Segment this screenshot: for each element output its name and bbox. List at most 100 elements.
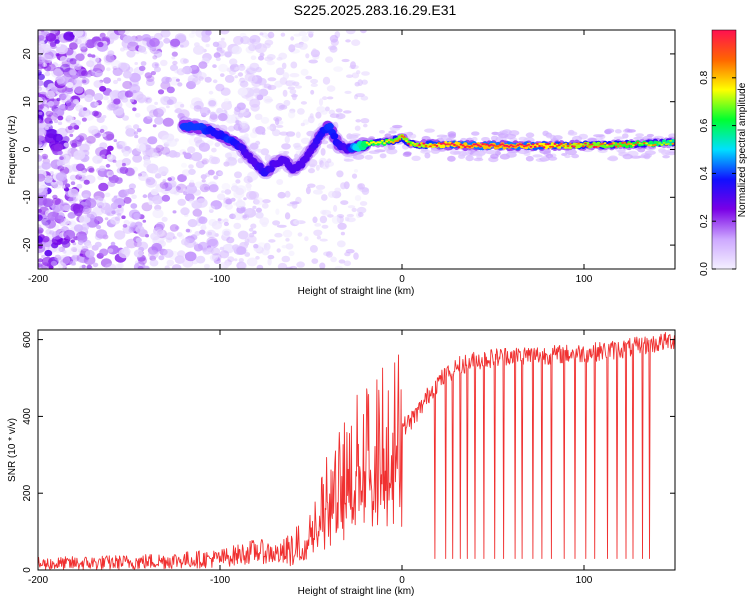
noise-blob: [84, 112, 95, 121]
snr-panel: -200 -100 0 100 0 200 400 600 Height of straigh…: [7, 329, 676, 597]
noise-blob: [40, 262, 51, 269]
noise-blob: [57, 115, 64, 121]
noise-blob: [53, 143, 64, 152]
noise-blob: [64, 249, 72, 256]
noise-blob: [77, 240, 84, 246]
noise-blob: [134, 134, 139, 139]
noise-blob: [86, 135, 96, 144]
noise-blob: [44, 71, 51, 77]
noise-blob: [66, 82, 74, 88]
ridge-point: [624, 144, 630, 149]
noise-blob: [336, 170, 344, 178]
ridge-point: [531, 143, 535, 146]
noise-blob: [169, 64, 179, 72]
ridge-point: [560, 142, 563, 145]
noise-blob: [47, 100, 55, 107]
noise-blob: [98, 165, 106, 172]
noise-blob: [292, 81, 300, 87]
noise-blob: [120, 47, 125, 52]
noise-blob: [233, 109, 241, 115]
noise-blob: [154, 116, 164, 125]
heatmap-x-tick-label: 100: [576, 274, 593, 285]
noise-blob: [411, 155, 421, 161]
noise-blob: [145, 178, 157, 188]
noise-blob: [160, 59, 168, 67]
noise-blob: [322, 76, 331, 85]
noise-blob: [266, 60, 276, 66]
noise-blob: [358, 212, 364, 218]
noise-blob: [288, 250, 295, 256]
noise-blob: [122, 151, 130, 157]
ridge-point: [648, 140, 654, 145]
noise-blob: [91, 54, 96, 58]
noise-blob: [248, 44, 257, 52]
ridge-point: [326, 122, 334, 130]
noise-blob: [86, 60, 95, 68]
ridge-point: [422, 142, 426, 145]
noise-blob: [93, 80, 103, 88]
ridge-point: [383, 142, 386, 145]
noise-blob: [344, 90, 352, 94]
noise-blob: [212, 79, 218, 84]
noise-blob: [128, 183, 136, 190]
noise-blob: [49, 171, 54, 175]
noise-blob: [351, 207, 357, 212]
noise-blob: [161, 235, 167, 240]
noise-blob: [182, 188, 187, 192]
noise-blob: [253, 243, 259, 249]
heatmap-x-tick-label: -200: [28, 274, 48, 285]
noise-blob: [132, 107, 137, 112]
noise-blob: [345, 30, 356, 35]
noise-blob: [180, 103, 185, 108]
noise-blob: [81, 117, 87, 122]
ridge-point: [527, 143, 531, 146]
noise-blob: [45, 90, 55, 99]
snr-y-tick-label: 400: [22, 408, 33, 425]
ridge-point: [378, 141, 382, 144]
ridge-point: [490, 143, 493, 146]
noise-blob: [363, 123, 368, 128]
noise-blob: [174, 255, 185, 264]
noise-blob: [121, 215, 126, 219]
noise-blob: [152, 152, 159, 159]
ridge-point: [544, 143, 548, 146]
noise-blob: [221, 183, 231, 191]
noise-blob: [266, 126, 274, 130]
noise-blob: [321, 209, 332, 216]
noise-blob: [43, 175, 53, 183]
noise-blob: [217, 218, 222, 222]
noise-blob: [361, 79, 368, 85]
noise-blob: [138, 262, 143, 266]
noise-blob: [38, 135, 46, 145]
noise-blob: [132, 90, 137, 94]
noise-blob: [276, 224, 287, 228]
noise-blob: [46, 63, 56, 72]
noise-blob: [330, 256, 337, 263]
noise-blob: [111, 89, 121, 98]
noise-blob: [107, 248, 114, 253]
noise-blob: [334, 187, 342, 193]
ridge-point: [645, 142, 648, 145]
noise-blob: [249, 98, 261, 108]
noise-blob: [261, 221, 268, 228]
noise-blob: [38, 169, 47, 179]
noise-blob: [350, 61, 356, 69]
noise-blob: [225, 203, 233, 210]
ridge-point: [505, 144, 509, 147]
noise-blob: [218, 171, 224, 176]
noise-blob: [181, 69, 186, 73]
noise-blob: [337, 222, 347, 230]
noise-blob: [613, 136, 625, 140]
noise-blob: [103, 54, 115, 64]
noise-blob: [248, 232, 255, 238]
noise-blob: [42, 62, 48, 67]
noise-blob: [95, 146, 107, 157]
noise-blob: [109, 90, 121, 100]
noise-blob: [71, 142, 78, 148]
noise-blob: [291, 93, 297, 101]
ridge-point: [520, 143, 524, 146]
noise-blob: [116, 144, 123, 150]
noise-blob: [203, 263, 210, 269]
noise-blob: [86, 264, 92, 269]
noise-blob: [281, 143, 291, 150]
